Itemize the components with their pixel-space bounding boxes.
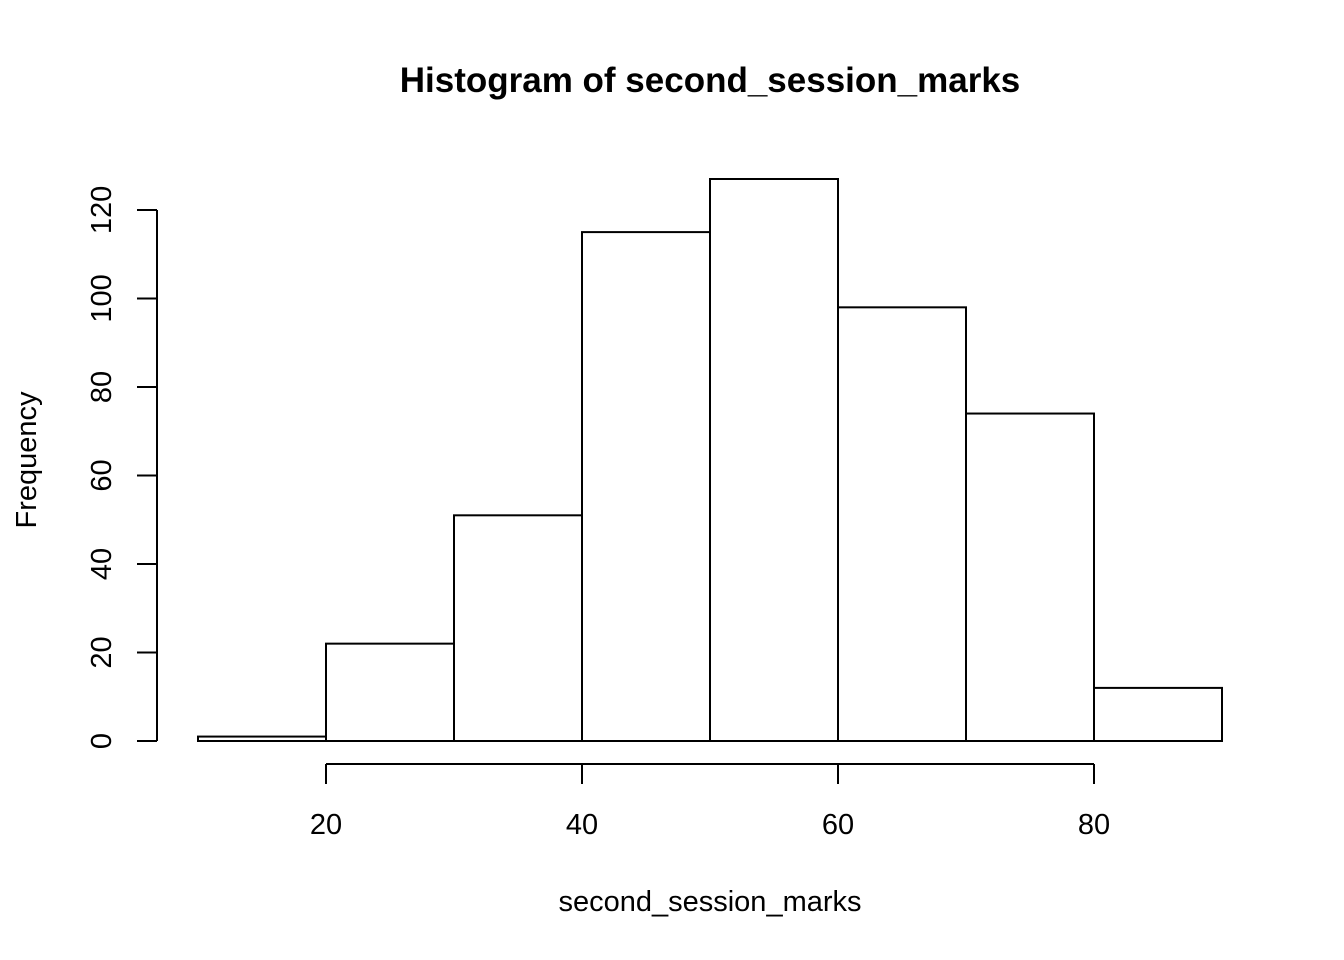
histogram-bar — [581, 231, 711, 742]
y-tick-label: 60 — [86, 459, 118, 491]
x-tick-label: 40 — [566, 809, 598, 841]
y-tick-label: 120 — [86, 186, 118, 234]
x-tick-label: 20 — [310, 809, 342, 841]
y-tick-label: 40 — [86, 548, 118, 580]
y-axis: 0 20 40 60 80 100 120 — [86, 186, 158, 749]
y-tick-label: 20 — [86, 636, 118, 668]
y-tick-label: 80 — [86, 371, 118, 403]
chart-title: Histogram of second_session_marks — [400, 61, 1021, 100]
x-tick-label: 60 — [822, 809, 854, 841]
histogram-bar — [453, 514, 583, 742]
x-tick-label: 80 — [1078, 809, 1110, 841]
histogram-bar — [837, 306, 967, 742]
x-axis: 20 40 60 80 — [310, 763, 1110, 841]
histogram-bar — [1093, 686, 1223, 743]
histogram-bar — [709, 178, 839, 742]
x-axis-label: second_session_marks — [558, 886, 861, 918]
y-tick-label: 100 — [86, 274, 118, 322]
y-axis-label: Frequency — [11, 391, 43, 529]
y-tick-label: 0 — [86, 733, 118, 749]
histogram-bar — [325, 642, 455, 743]
bars-group — [197, 178, 1223, 743]
histogram-bar — [965, 412, 1095, 742]
histogram-bar — [197, 735, 327, 743]
